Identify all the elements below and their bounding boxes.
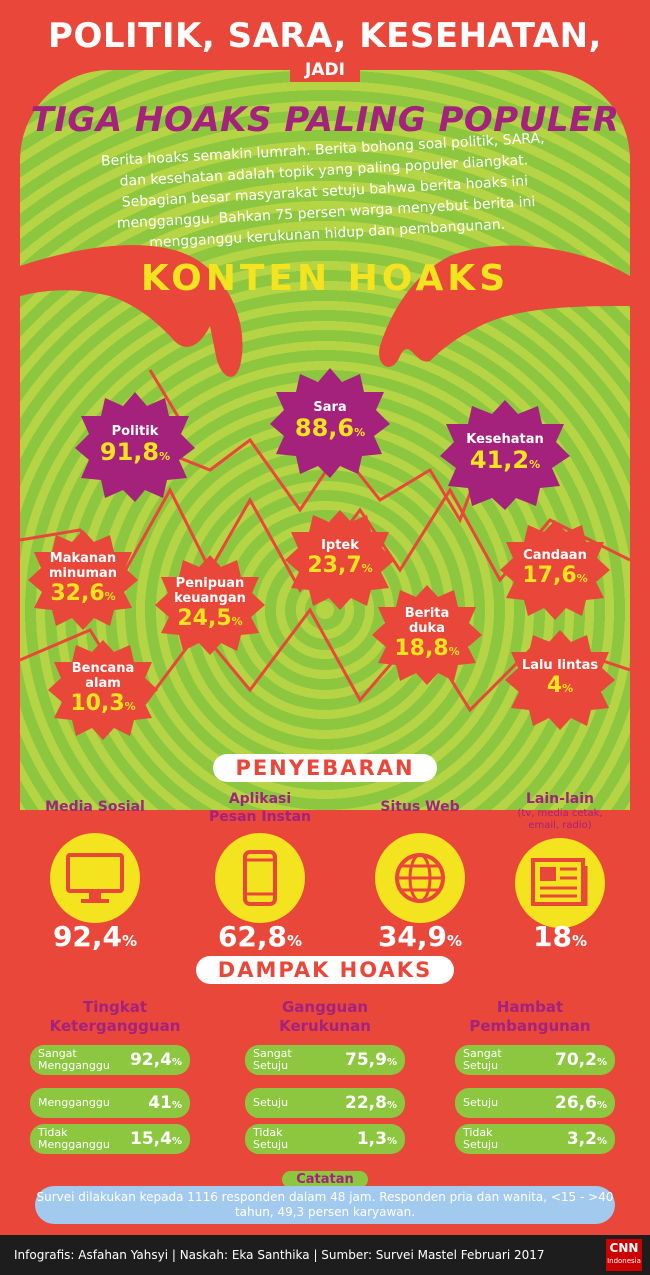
burst-label: Iptek [321,538,359,553]
burst-shape [75,392,195,502]
burst-label: Politik [111,424,159,439]
burst-value: 41,2% [469,446,541,474]
row-value: 1,3% [356,1129,397,1149]
burst-value: 88,6% [294,414,366,442]
burst-label: Penipuan keuangan [174,575,246,606]
situs-web: Situs Web 34,9% [345,798,495,953]
media-sublabel: (tv, media cetak, email, radio) [517,808,603,831]
main-title: POLITIK, SARA, KESEHATAN, [48,16,602,56]
credits: Infografis: Asfahan Yahsyi | Naskah: Eka… [14,1248,545,1262]
newspaper-icon [515,838,605,928]
media-label: Media Sosial [45,799,145,815]
burst-sara: Sara 88,6% [270,368,390,478]
row-value: 22,8% [345,1093,397,1113]
burst-shape [440,400,570,510]
row-value: 15,4% [130,1129,182,1149]
row-label: Tidak Mengganggu [38,1126,110,1151]
burst-value: 4% [546,673,574,698]
impact-row: Tidak Setuju 3,2% [455,1124,615,1154]
burst-label: Makanan minuman [48,550,118,581]
burst-value: 23,7% [307,553,373,578]
impact-title-ketergangguan: Tingkat Ketergangguan [49,998,181,1035]
row-value: 26,6% [555,1093,607,1113]
impact-row: Mengganggu 41% [30,1088,190,1118]
media-sosial: Media Sosial 92,4% [20,798,170,953]
row-label: Sangat Setuju [253,1047,292,1072]
row-value: 3,2% [566,1129,607,1149]
hands-illustration [20,245,630,377]
impact-title-pembangunan: Hambat Pembangunan [469,998,591,1035]
burst-value: 91,8% [99,438,171,466]
burst-berita-duka: Berita duka 18,8% [372,585,482,685]
impact-title-kerukunan: Gangguan Kerukunan [279,998,371,1035]
burst-label: Candaan [523,548,587,563]
media-label: Situs Web [380,799,460,815]
lain-lain: Lain-lain (tv, media cetak, email, radio… [485,790,635,953]
globe-icon [375,833,465,923]
burst-label: Berita duka [404,605,450,636]
burst-label: Kesehatan [466,432,544,447]
burst-value: 32,6% [50,580,116,606]
connector-word: JADI [290,58,360,82]
burst-value: 24,5% [177,605,243,631]
media-value: 34,9% [377,920,463,953]
burst-value: 10,3% [70,690,136,716]
dampak-heading: DAMPAK HOAKS [0,956,650,984]
cnn-logo: CNN Indonesia [606,1239,642,1271]
impact-row: Sangat Mengganggu 92,4% [30,1045,190,1075]
row-label: Tidak Setuju [253,1126,289,1151]
media-label: Aplikasi Pesan Instan [209,791,311,825]
penyebaran-heading: PENYEBARAN [0,754,650,782]
burst-candaan: Candaan 17,6% [500,520,610,620]
subtitle: TIGA HOAKS PALING POPULER [30,100,620,140]
burst-makanan: Makanan minuman 32,6% [28,530,138,630]
media-label: Lain-lain [526,791,594,807]
burst-label: Sara [313,400,347,415]
media-value: 92,4% [52,920,138,953]
catatan-heading: Catatan [0,1168,650,1188]
row-label: Sangat Mengganggu [38,1047,110,1072]
impact-row: Setuju 26,6% [455,1088,615,1118]
burst-politik: Politik 91,8% [75,392,195,502]
media-value: 18% [533,920,587,953]
burst-kesehatan: Kesehatan 41,2% [440,400,570,510]
row-value: 75,9% [345,1050,397,1070]
row-label: Setuju [253,1096,289,1109]
media-value: 62,8% [217,920,303,953]
smartphone-icon [215,833,305,923]
aplikasi-pesan: Aplikasi Pesan Instan 62,8% [185,790,335,953]
burst-label: Lalu lintas [521,658,599,673]
row-label: Setuju [463,1096,499,1109]
row-value: 41% [148,1093,182,1113]
row-label: Tidak Setuju [463,1126,499,1151]
burst-bencana: Bencana alam 10,3% [48,640,158,740]
burst-value: 17,6% [522,563,588,588]
burst-lalu-lintas: Lalu lintas 4% [505,630,615,730]
monitor-icon [50,833,140,923]
burst-label: Bencana alam [71,660,135,691]
burst-shape [270,368,390,478]
impact-row: Sangat Setuju 75,9% [245,1045,405,1075]
burst-penipuan: Penipuan keuangan 24,5% [155,555,265,655]
footer: Infografis: Asfahan Yahsyi | Naskah: Eka… [0,1235,650,1275]
konten-heading: KONTEN HOAKS [140,258,510,299]
impact-row: Setuju 22,8% [245,1088,405,1118]
impact-row: Tidak Mengganggu 15,4% [30,1124,190,1154]
row-label: Sangat Setuju [463,1047,502,1072]
row-value: 70,2% [555,1050,607,1070]
row-value: 92,4% [130,1050,182,1070]
burst-value: 18,8% [394,635,460,661]
impact-row: Tidak Setuju 1,3% [245,1124,405,1154]
catatan-text: Survei dilakukan kepada 1116 responden d… [35,1186,615,1224]
burst-iptek: Iptek 23,7% [285,510,395,610]
row-label: Mengganggu [38,1096,110,1109]
impact-row: Sangat Setuju 70,2% [455,1045,615,1075]
